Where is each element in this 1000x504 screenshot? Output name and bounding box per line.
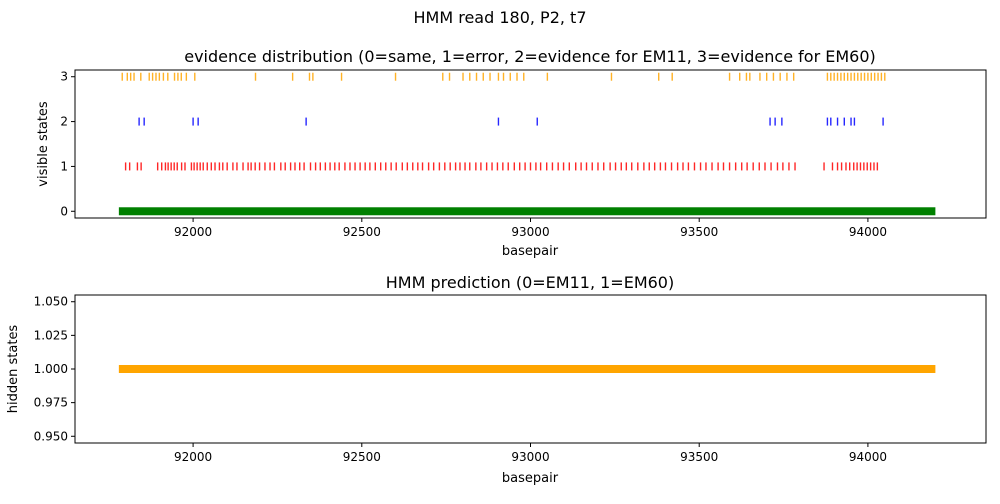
evidence-marks (118, 72, 936, 216)
evidence-y-tick-label: 0 (60, 204, 68, 218)
evidence-y-ticks: 0 1 2 3 (60, 70, 75, 218)
prediction-y-tick-label: 0.975 (34, 396, 68, 410)
evidence-x-tick-label: 92000 (174, 225, 212, 239)
evidence-x-tick-label: 93000 (511, 225, 549, 239)
prediction-x-tick-label: 93500 (680, 450, 718, 464)
prediction-y-axis-label: hidden states (6, 325, 21, 414)
prediction-x-ticks: 92000 92500 93000 93500 94000 (174, 443, 887, 464)
prediction-panel-title: HMM prediction (0=EM11, 1=EM60) (386, 273, 674, 292)
evidence-x-tick-label: 92500 (343, 225, 381, 239)
evidence-y-tick-label: 1 (60, 159, 68, 173)
evidence-panel: evidence distribution (0=same, 1=error, … (36, 47, 987, 259)
prediction-x-axis-label: basepair (502, 471, 559, 486)
evidence-panel-title: evidence distribution (0=same, 1=error, … (184, 47, 876, 66)
prediction-x-tick-label: 92000 (174, 450, 212, 464)
state-0-band (118, 207, 936, 216)
prediction-y-tick-label: 1.025 (34, 328, 68, 342)
prediction-y-tick-label: 0.950 (34, 429, 68, 443)
prediction-x-tick-label: 93000 (511, 450, 549, 464)
evidence-x-ticks: 92000 92500 93000 93500 94000 (174, 218, 887, 239)
figure-suptitle: HMM read 180, P2, t7 (413, 8, 586, 27)
prediction-panel: HMM prediction (0=EM11, 1=EM60) 92000 925… (6, 273, 987, 486)
evidence-x-axis-label: basepair (502, 244, 559, 259)
evidence-y-axis-label: visible states (36, 101, 51, 187)
evidence-y-tick-label: 3 (60, 70, 68, 84)
evidence-x-tick-label: 93500 (680, 225, 718, 239)
evidence-x-tick-label: 94000 (849, 225, 887, 239)
prediction-x-tick-label: 94000 (849, 450, 887, 464)
prediction-y-ticks: 0.950 0.975 1.000 1.025 1.050 (34, 295, 75, 443)
prediction-y-tick-label: 1.000 (34, 362, 68, 376)
evidence-panel-frame (74, 69, 987, 219)
prediction-y-tick-label: 1.050 (34, 295, 68, 309)
evidence-y-tick-label: 2 (60, 115, 68, 129)
prediction-x-tick-label: 92500 (343, 450, 381, 464)
